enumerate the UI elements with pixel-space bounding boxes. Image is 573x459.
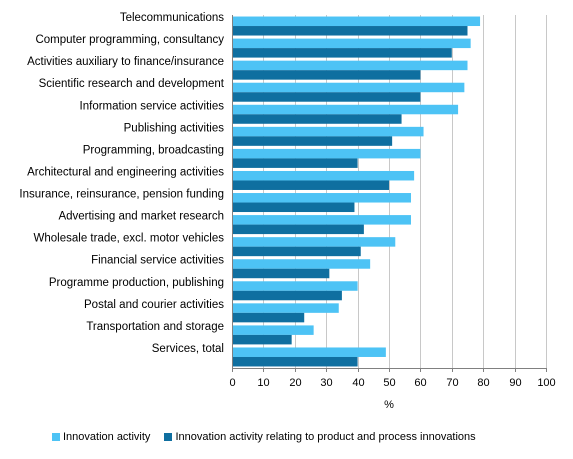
bar-series-1 <box>233 104 459 115</box>
x-tick-label: 0 <box>229 377 235 389</box>
bar-series-2 <box>233 180 389 190</box>
category-label: Wholesale trade, excl. motor vehicles <box>34 233 225 245</box>
bar-series-1 <box>233 237 396 247</box>
bar-series-1 <box>233 281 358 291</box>
category-label: Programming, broadcasting <box>83 144 224 156</box>
bar-series-2 <box>233 26 468 36</box>
category-label: Telecommunications <box>120 12 224 24</box>
bar-series-1 <box>233 126 424 137</box>
x-tick-label: 90 <box>509 377 521 389</box>
category-label: Programme production, publishing <box>49 277 224 289</box>
x-tick-label: 50 <box>383 377 395 389</box>
legend-swatch <box>52 433 60 441</box>
legend-label: Innovation activity <box>63 431 151 443</box>
bar-series-1 <box>233 82 465 93</box>
legend-label: Innovation activity relating to product … <box>175 431 476 443</box>
category-labels: Telecommunications Computer programming, … <box>19 12 224 355</box>
x-tick-label: 10 <box>257 377 269 389</box>
category-label: Services, total <box>152 343 224 355</box>
x-axis: 0 10 20 30 40 50 60 70 80 90 100 <box>229 15 556 389</box>
bar-series-2 <box>233 312 305 323</box>
legend-item-series-1: Innovation activity <box>52 431 150 443</box>
x-tick-label: 40 <box>352 377 364 389</box>
category-label: Postal and courier activities <box>84 299 224 311</box>
category-label: Architectural and engineering activities <box>27 166 224 178</box>
legend-item-series-2: Innovation activity relating to product … <box>164 431 476 443</box>
legend: Innovation activity Innovation activity … <box>52 431 490 443</box>
category-label: Publishing activities <box>124 122 225 134</box>
x-tick-label: 20 <box>289 377 301 389</box>
bar-series-2 <box>233 48 452 58</box>
bar-series-1 <box>233 259 371 269</box>
bar-series-1 <box>233 347 386 357</box>
category-label: Advertising and market research <box>58 211 224 223</box>
category-label: Computer programming, consultancy <box>35 34 224 46</box>
bar-series-1 <box>233 215 411 225</box>
bars <box>233 16 481 367</box>
bar-series-2 <box>233 202 355 213</box>
bar-series-1 <box>233 60 468 71</box>
bar-chart: Telecommunications Computer programming, … <box>19 12 556 411</box>
legend-swatch <box>164 433 173 441</box>
bar-series-1 <box>233 170 415 181</box>
bar-series-2 <box>233 268 330 279</box>
bar-series-2 <box>233 158 358 168</box>
bar-series-2 <box>233 290 342 301</box>
bar-series-1 <box>233 193 411 203</box>
bar-series-2 <box>233 224 364 235</box>
category-label: Activities auxiliary to finance/insuranc… <box>27 56 224 68</box>
category-label: Information service activities <box>80 100 225 112</box>
x-tick-label: 30 <box>320 377 332 389</box>
x-axis-title: % <box>384 399 394 411</box>
category-label: Insurance, reinsurance, pension funding <box>19 189 224 201</box>
bar-series-2 <box>233 92 421 102</box>
x-tick-label: 100 <box>537 377 555 389</box>
x-tick-label: 70 <box>446 377 458 389</box>
bar-series-2 <box>233 246 361 257</box>
bar-series-2 <box>233 356 358 367</box>
bar-series-2 <box>233 334 292 345</box>
bar-series-2 <box>233 136 393 146</box>
category-label: Financial service activities <box>91 255 224 267</box>
x-tick-label: 60 <box>414 377 426 389</box>
x-tick-label: 80 <box>477 377 489 389</box>
bar-series-2 <box>233 70 421 80</box>
bar-series-1 <box>233 16 481 27</box>
bar-series-2 <box>233 114 402 124</box>
bar-series-1 <box>233 325 314 335</box>
bar-series-1 <box>233 303 339 313</box>
category-label: Scientific research and development <box>39 78 225 90</box>
bar-series-1 <box>233 38 471 49</box>
bar-series-1 <box>233 148 421 159</box>
category-label: Transportation and storage <box>86 321 224 333</box>
